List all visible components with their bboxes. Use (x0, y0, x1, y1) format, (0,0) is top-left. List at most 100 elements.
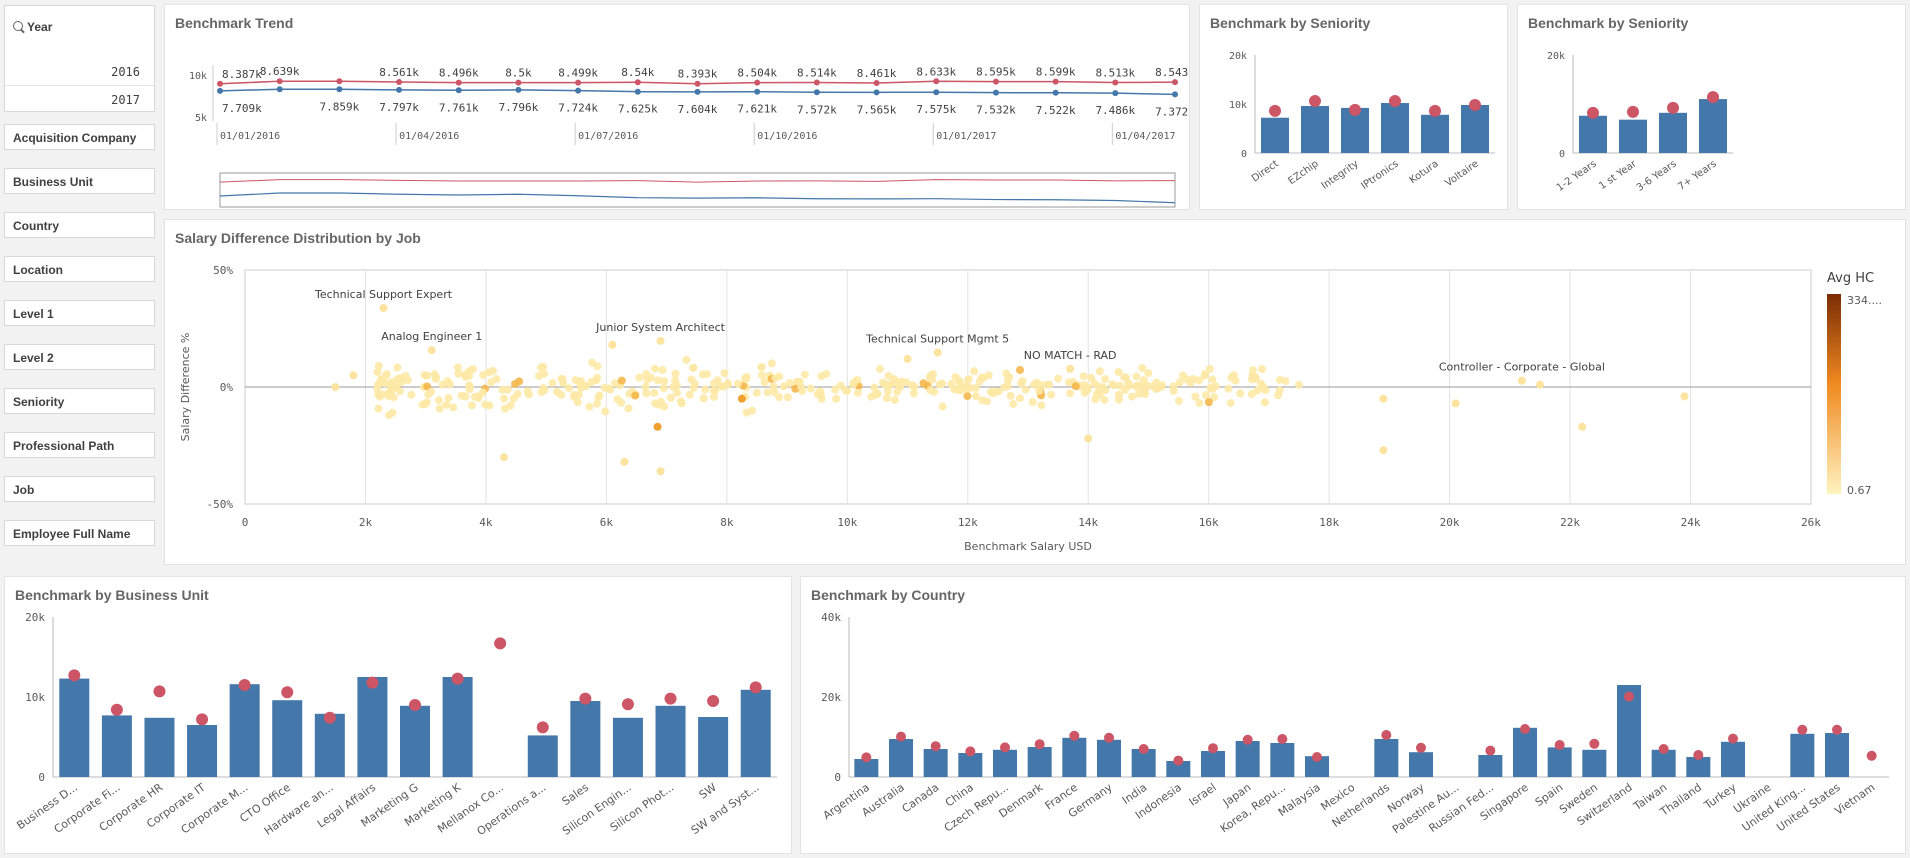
job-point[interactable] (783, 393, 792, 402)
filter-job[interactable]: Job (4, 476, 155, 502)
data-point[interactable] (396, 78, 403, 85)
job-point[interactable] (581, 382, 590, 391)
data-point[interactable] (813, 89, 820, 96)
job-point[interactable] (977, 373, 986, 382)
job-point[interactable] (492, 374, 501, 383)
job-point[interactable] (394, 374, 403, 383)
bar[interactable] (1261, 117, 1289, 153)
job-point[interactable] (1379, 446, 1388, 455)
job-point[interactable] (656, 467, 665, 476)
job-point[interactable] (585, 402, 594, 411)
benchmark-marker[interactable] (494, 637, 507, 650)
job-point[interactable] (461, 372, 470, 381)
job-point[interactable] (713, 376, 722, 385)
job-point[interactable] (1195, 398, 1204, 407)
job-point[interactable] (384, 411, 393, 420)
job-point[interactable] (659, 384, 668, 393)
bar[interactable] (698, 717, 729, 777)
job-point[interactable] (737, 394, 746, 403)
job-point[interactable] (467, 401, 476, 410)
job-point[interactable] (1236, 389, 1245, 398)
job-point[interactable] (1045, 380, 1054, 389)
job-point[interactable] (1275, 375, 1284, 384)
job-point[interactable] (685, 390, 694, 399)
job-point[interactable] (1101, 386, 1110, 395)
job-point[interactable] (601, 407, 610, 416)
data-point[interactable] (754, 88, 761, 95)
job-point[interactable] (1090, 379, 1099, 388)
data-point[interactable] (634, 79, 641, 86)
filter-professional-path[interactable]: Professional Path (4, 432, 155, 458)
job-point[interactable] (894, 381, 903, 390)
job-point[interactable] (509, 394, 518, 403)
benchmark-marker[interactable] (1667, 101, 1679, 114)
job-point[interactable] (816, 387, 825, 396)
job-point[interactable] (1208, 375, 1217, 384)
job-point[interactable] (701, 385, 710, 394)
bar[interactable] (958, 753, 983, 777)
job-point[interactable] (624, 404, 633, 413)
job-point[interactable] (671, 369, 680, 378)
bar[interactable] (740, 689, 771, 777)
job-point[interactable] (926, 372, 935, 381)
benchmark-marker[interactable] (323, 711, 336, 724)
data-point[interactable] (276, 86, 283, 93)
benchmark-marker[interactable] (1658, 744, 1669, 754)
job-point[interactable] (427, 346, 436, 355)
bar[interactable] (1619, 119, 1647, 153)
job-point[interactable] (1134, 389, 1143, 398)
job-point[interactable] (984, 371, 993, 380)
bar[interactable] (1270, 743, 1295, 777)
job-point[interactable] (1032, 378, 1041, 387)
job-point[interactable] (836, 381, 845, 390)
benchmark-marker[interactable] (1309, 95, 1321, 108)
year-option-2016[interactable]: 2016 (5, 58, 154, 86)
data-point[interactable] (515, 79, 522, 86)
job-point[interactable] (767, 359, 776, 368)
job-point[interactable] (587, 377, 596, 386)
data-point[interactable] (992, 89, 999, 96)
benchmark-marker[interactable] (1138, 744, 1149, 754)
bar[interactable] (1582, 749, 1607, 777)
benchmark-marker[interactable] (896, 731, 906, 742)
job-point[interactable] (573, 398, 582, 407)
job-point[interactable] (1071, 382, 1080, 391)
benchmark-marker[interactable] (1389, 95, 1401, 108)
job-point[interactable] (1095, 390, 1104, 399)
job-point[interactable] (703, 370, 712, 379)
data-point[interactable] (933, 89, 940, 96)
job-point[interactable] (453, 363, 462, 372)
job-point[interactable] (1015, 394, 1024, 403)
data-point[interactable] (634, 88, 641, 95)
bar[interactable] (1062, 737, 1087, 777)
filter-business-unit[interactable]: Business Unit (4, 168, 155, 194)
job-point[interactable] (540, 369, 549, 378)
job-point[interactable] (884, 371, 893, 380)
job-point[interactable] (960, 385, 969, 394)
bar[interactable] (442, 677, 473, 777)
job-point[interactable] (1066, 364, 1075, 373)
benchmark-marker[interactable] (1866, 750, 1877, 761)
job-point[interactable] (1084, 434, 1093, 443)
job-point[interactable] (938, 402, 947, 411)
job-point[interactable] (890, 396, 899, 405)
bar[interactable] (1409, 752, 1433, 777)
job-point[interactable] (676, 397, 685, 406)
job-point[interactable] (800, 370, 809, 379)
job-point[interactable] (986, 387, 995, 396)
job-point[interactable] (617, 376, 626, 385)
job-point[interactable] (435, 404, 444, 413)
job-point[interactable] (384, 392, 393, 401)
data-point[interactable] (455, 87, 462, 94)
benchmark-marker[interactable] (1797, 724, 1808, 735)
job-point[interactable] (719, 382, 728, 391)
job-point[interactable] (1205, 364, 1214, 373)
benchmark-marker[interactable] (1269, 104, 1281, 117)
job-point[interactable] (1114, 367, 1123, 376)
filter-employee-full-name[interactable]: Employee Full Name (4, 520, 155, 546)
data-point[interactable] (217, 80, 223, 87)
data-point[interactable] (813, 79, 820, 86)
benchmark-marker[interactable] (1208, 743, 1218, 754)
job-point[interactable] (499, 394, 508, 403)
